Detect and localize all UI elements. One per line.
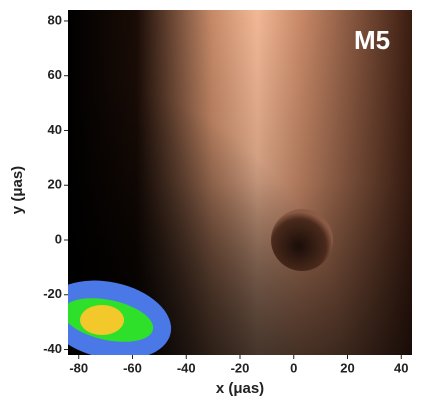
- x-tick-label: -60: [123, 360, 142, 375]
- y-tick-label: -20: [43, 286, 62, 301]
- x-tick-label: 0: [290, 360, 297, 375]
- y-tick-label: 40: [48, 122, 62, 137]
- x-tick-label: -20: [231, 360, 250, 375]
- chart-title: M5: [354, 25, 390, 55]
- beam-inner: [80, 305, 124, 335]
- shadow: [271, 209, 333, 271]
- x-tick-label: 40: [394, 360, 408, 375]
- y-tick-label: -40: [43, 341, 62, 356]
- y-tick-label: 0: [55, 231, 62, 246]
- y-axis-label: y (μas): [9, 166, 26, 214]
- x-tick-label: -40: [177, 360, 196, 375]
- x-tick-label: 20: [340, 360, 354, 375]
- y-tick-label: 80: [48, 12, 62, 27]
- image-area: [68, 10, 412, 355]
- x-axis-label: x (μas): [216, 380, 264, 397]
- y-tick-label: 20: [48, 177, 62, 192]
- y-tick-label: 60: [48, 67, 62, 82]
- x-tick-label: -80: [69, 360, 88, 375]
